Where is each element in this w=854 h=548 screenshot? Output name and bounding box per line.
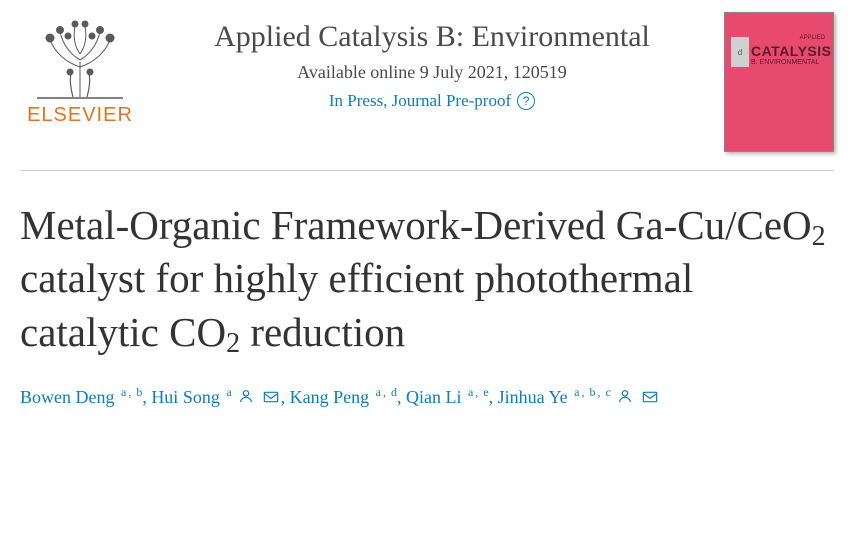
- affiliation-marker[interactable]: a: [574, 385, 579, 399]
- person-icon[interactable]: [617, 384, 633, 413]
- affiliation-marker[interactable]: a: [121, 385, 126, 399]
- article-header: ELSEVIER Applied Catalysis B: Environmen…: [20, 12, 834, 171]
- affiliation-marker[interactable]: a: [376, 385, 381, 399]
- author-name[interactable]: Kang Peng: [290, 387, 370, 407]
- affiliation-marker[interactable]: c: [605, 385, 610, 399]
- mail-icon[interactable]: [642, 384, 658, 413]
- cover-top-strip: [731, 19, 827, 33]
- article-title: Metal-Organic Framework-Derived Ga-Cu/Ce…: [20, 199, 834, 359]
- author-item: Hui Song a: [151, 387, 280, 407]
- author-name[interactable]: Bowen Deng: [20, 387, 114, 407]
- authors-list: Bowen Deng a, b, Hui Song a , Kang Peng …: [20, 383, 834, 413]
- affiliation-marker[interactable]: a: [226, 385, 231, 399]
- person-icon[interactable]: [238, 384, 254, 413]
- author-item: Bowen Deng a, b: [20, 387, 142, 407]
- cover-small-title: APPLIED: [800, 35, 825, 41]
- journal-meta: Applied Catalysis B: Environmental Avail…: [156, 12, 708, 111]
- cover-subtitle: B: ENVIRONMENTAL: [751, 59, 819, 66]
- author-separator: ,: [142, 387, 151, 407]
- cover-badge: d: [731, 37, 749, 67]
- in-press-status[interactable]: In Press, Journal Pre-proof ?: [329, 91, 535, 111]
- author-name[interactable]: Jinhua Ye: [498, 387, 568, 407]
- author-separator: ,: [489, 387, 498, 407]
- availability-text: Available online 9 July 2021, 120519: [156, 62, 708, 83]
- mail-icon[interactable]: [263, 384, 279, 413]
- affiliation-marker[interactable]: a: [468, 385, 473, 399]
- author-item: Qian Li a, e: [406, 387, 489, 407]
- author-item: Jinhua Ye a, b, c: [498, 387, 660, 407]
- in-press-label: In Press, Journal Pre-proof: [329, 91, 511, 111]
- journal-cover-thumbnail[interactable]: d APPLIED CATALYSIS B: ENVIRONMENTAL: [724, 12, 834, 152]
- author-name[interactable]: Hui Song: [151, 387, 220, 407]
- affiliation-marker[interactable]: b: [589, 385, 595, 399]
- journal-title[interactable]: Applied Catalysis B: Environmental: [156, 20, 708, 54]
- author-item: Kang Peng a, d: [290, 387, 397, 407]
- author-separator: ,: [281, 387, 290, 407]
- cover-main-word: CATALYSIS: [751, 43, 831, 59]
- elsevier-tree-icon: [25, 12, 135, 102]
- publisher-name: ELSEVIER: [27, 104, 133, 127]
- publisher-block: ELSEVIER: [20, 12, 140, 127]
- author-separator: ,: [397, 387, 406, 407]
- help-icon[interactable]: ?: [517, 92, 535, 110]
- author-name[interactable]: Qian Li: [406, 387, 462, 407]
